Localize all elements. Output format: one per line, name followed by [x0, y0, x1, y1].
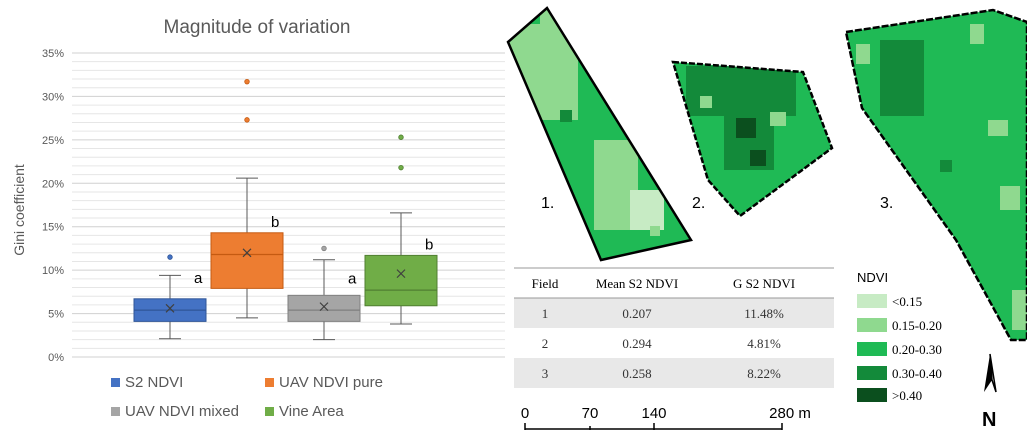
- y-tick-label: 5%: [48, 309, 64, 321]
- field-label-1: 1.: [541, 195, 554, 212]
- ndvi-legend: NDVI <0.15 0.15-0.20 0.20-0.30 0.30-0.40…: [857, 270, 942, 403]
- ndvi-swatch: [857, 388, 887, 402]
- significance-label: a: [348, 270, 357, 287]
- scale-label-140: 140: [641, 405, 666, 422]
- legend-swatch: [111, 378, 120, 387]
- legend-label: UAV NDVI pure: [279, 374, 383, 391]
- legend-swatch: [265, 407, 274, 416]
- legend-label: S2 NDVI: [125, 374, 183, 391]
- table-cell: 0.294: [622, 336, 652, 351]
- outlier-point: [244, 117, 250, 123]
- table-header-field: Field: [532, 276, 559, 291]
- table-cell: 11.48%: [744, 306, 784, 321]
- table-header-gini: G S2 NDVI: [733, 276, 795, 291]
- outlier-point: [244, 78, 250, 85]
- scale-label-0: 0: [521, 405, 529, 422]
- boxplot-chart: Magnitude of variation Gini coefficient …: [0, 0, 510, 430]
- scale-label-280: 280 m: [769, 405, 811, 422]
- legend-swatch: [111, 407, 120, 416]
- y-tick-label: 30%: [42, 91, 64, 103]
- y-tick-label: 0%: [48, 352, 64, 364]
- table-cell: 0.207: [622, 306, 652, 321]
- significance-label: b: [425, 236, 433, 253]
- legend-label: UAV NDVI mixed: [125, 403, 239, 420]
- ndvi-swatch: [857, 294, 887, 308]
- legend-label: Vine Area: [279, 403, 344, 420]
- significance-label: b: [271, 214, 279, 231]
- chart-legend: S2 NDVI UAV NDVI pure UAV NDVI mixed Vine A…: [111, 374, 383, 420]
- ndvi-swatch: [857, 366, 887, 380]
- outlier-point: [321, 245, 327, 252]
- y-tick-labels: 0% 5% 10% 15% 20% 25% 30% 35%: [42, 48, 64, 364]
- table-cell: 4.81%: [747, 336, 781, 351]
- field-label-3: 3.: [880, 195, 893, 212]
- field-stats-table: Field Mean S2 NDVI G S2 NDVI 1 0.207 11.…: [514, 267, 834, 388]
- significance-label: a: [194, 270, 203, 287]
- ndvi-class-label: <0.15: [892, 294, 922, 309]
- mean-marker: [242, 248, 252, 258]
- y-axis-label: Gini coefficient: [11, 164, 27, 256]
- ndvi-legend-title: NDVI: [857, 270, 888, 285]
- outlier-point: [398, 134, 404, 140]
- outlier-point: [398, 164, 404, 171]
- field-maps-panel: 1. 2. 3. Field Mean S2 NDVI G S2 NDVI 1 …: [500, 0, 1027, 431]
- mean-marker: [165, 303, 175, 313]
- box-series: a b a b: [133, 78, 438, 341]
- boxplot-svg: Magnitude of variation Gini coefficient …: [11, 17, 505, 420]
- field-label-2: 2.: [692, 195, 705, 212]
- north-arrow-icon: N: [982, 353, 997, 431]
- ndvi-class-label: 0.20-0.30: [892, 342, 942, 357]
- table-cell: 8.22%: [747, 366, 781, 381]
- y-tick-label: 25%: [42, 135, 64, 147]
- ndvi-class-label: 0.15-0.20: [892, 318, 942, 333]
- outlier-point: [167, 254, 173, 260]
- field-1-map: [506, 6, 693, 262]
- ndvi-swatch: [857, 318, 887, 332]
- table-cell: 0.258: [622, 366, 651, 381]
- mean-marker: [396, 269, 406, 279]
- y-tick-label: 20%: [42, 178, 64, 190]
- legend-swatch: [265, 378, 274, 387]
- table-header-mean: Mean S2 NDVI: [596, 276, 678, 291]
- table-cell: 1: [542, 306, 549, 321]
- table-cell: 3: [542, 366, 549, 381]
- y-tick-label: 15%: [42, 222, 64, 234]
- scale-bar: 0 70 140 280 m: [521, 405, 811, 430]
- ndvi-class-label: 0.30-0.40: [892, 366, 942, 381]
- table-cell: 2: [542, 336, 549, 351]
- ndvi-class-label: >0.40: [892, 388, 922, 403]
- box-2: [287, 294, 361, 322]
- scale-label-70: 70: [582, 405, 599, 422]
- mean-marker: [319, 302, 329, 312]
- chart-title: Magnitude of variation: [164, 17, 351, 38]
- north-label: N: [982, 409, 996, 430]
- field-maps-svg: 1. 2. 3. Field Mean S2 NDVI G S2 NDVI 1 …: [506, 6, 1027, 431]
- box-1: [210, 232, 284, 289]
- box-3: [364, 254, 438, 307]
- ndvi-swatch: [857, 342, 887, 356]
- y-tick-label: 10%: [42, 265, 64, 277]
- y-tick-label: 35%: [42, 48, 64, 60]
